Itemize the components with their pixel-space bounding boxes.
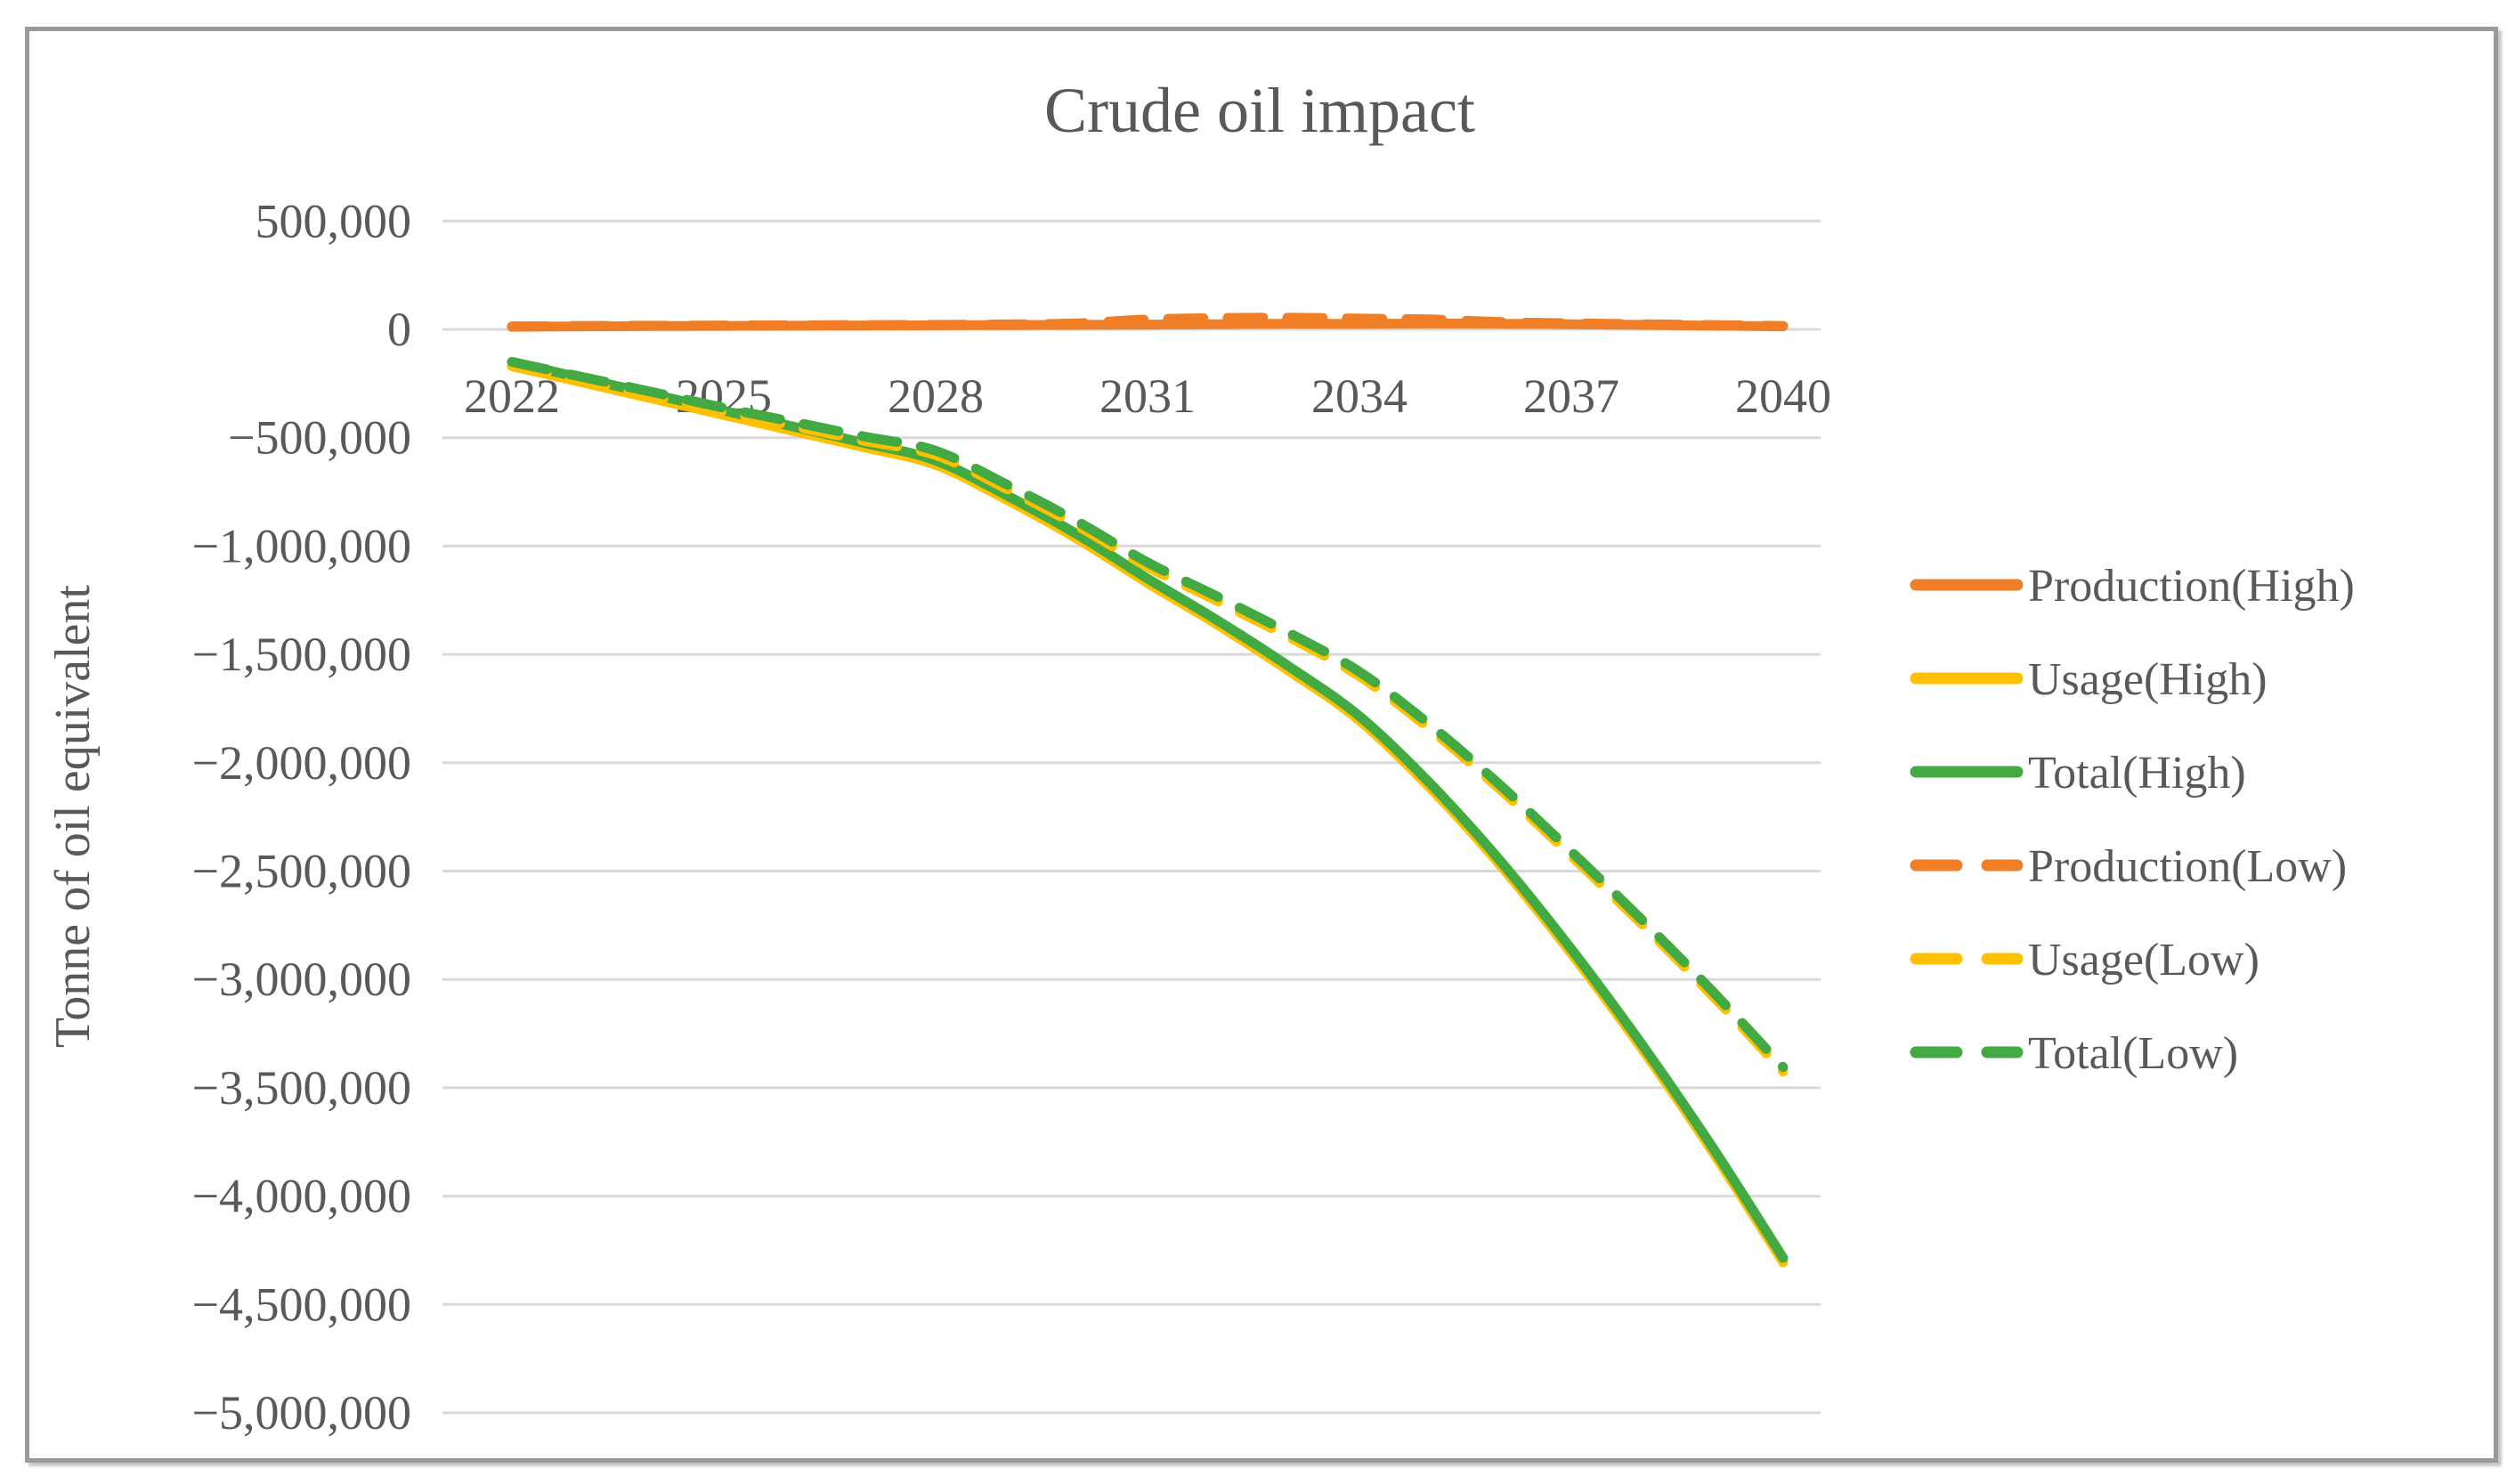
legend-item: Total(High) (1910, 748, 2246, 799)
y-tick-label: −4,000,000 (192, 1170, 411, 1223)
x-axis-tick-labels: 2022 2025 2028 2031 2034 2037 2040 (464, 369, 1831, 423)
y-axis-tick-labels: 500,000 0 −500,000 −1,000,000 −1,500,000 −2,0… (192, 194, 411, 1439)
y-tick-label: −2,500,000 (192, 845, 411, 898)
legend-label: Usage(Low) (2028, 935, 2259, 985)
legend-label: Production(Low) (2028, 841, 2347, 892)
y-tick-label: 0 (387, 303, 411, 356)
chart-title: Crude oil impact (1044, 75, 1475, 146)
y-tick-label: −3,500,000 (192, 1061, 411, 1115)
legend: Production(High) Usage(High) Total(High) Pr… (1910, 561, 2355, 1079)
x-tick-label: 2028 (888, 369, 984, 423)
y-axis-title: Tonne of oil equivalent (45, 584, 101, 1048)
legend-item: Production(High) (1910, 561, 2355, 612)
legend-label: Production(High) (2028, 561, 2355, 612)
legend-item: Production(Low) (1910, 841, 2347, 892)
legend-label: Total(High) (2028, 748, 2246, 799)
x-tick-label: 2040 (1735, 369, 1831, 423)
series-line-total-high (507, 357, 1789, 1263)
x-tick-label: 2031 (1099, 369, 1196, 423)
y-tick-label: −1,500,000 (192, 628, 411, 681)
y-tick-label: −1,000,000 (192, 519, 411, 572)
y-tick-label: −3,000,000 (192, 953, 411, 1006)
series-line-usage-low (507, 361, 1789, 1077)
legend-item: Usage(High) (1910, 654, 2268, 705)
legend-item: Total(Low) (1910, 1028, 2238, 1079)
x-tick-label: 2034 (1311, 369, 1408, 423)
y-tick-label: −4,500,000 (192, 1277, 411, 1331)
chart-border (25, 27, 2498, 1463)
series-line-total-low (507, 357, 1789, 1073)
y-tick-label: −5,000,000 (192, 1386, 411, 1439)
x-tick-label: 2037 (1523, 369, 1619, 423)
legend-item: Usage(Low) (1910, 935, 2259, 985)
series-lines (507, 312, 1789, 1268)
y-tick-label: 500,000 (256, 194, 412, 247)
legend-label: Total(Low) (2028, 1028, 2238, 1079)
legend-label: Usage(High) (2028, 654, 2268, 705)
y-tick-label: −500,000 (228, 411, 411, 465)
series-line-production-low (507, 312, 1789, 332)
series-line-usage-high (507, 361, 1789, 1268)
y-tick-label: −2,000,000 (192, 736, 411, 790)
